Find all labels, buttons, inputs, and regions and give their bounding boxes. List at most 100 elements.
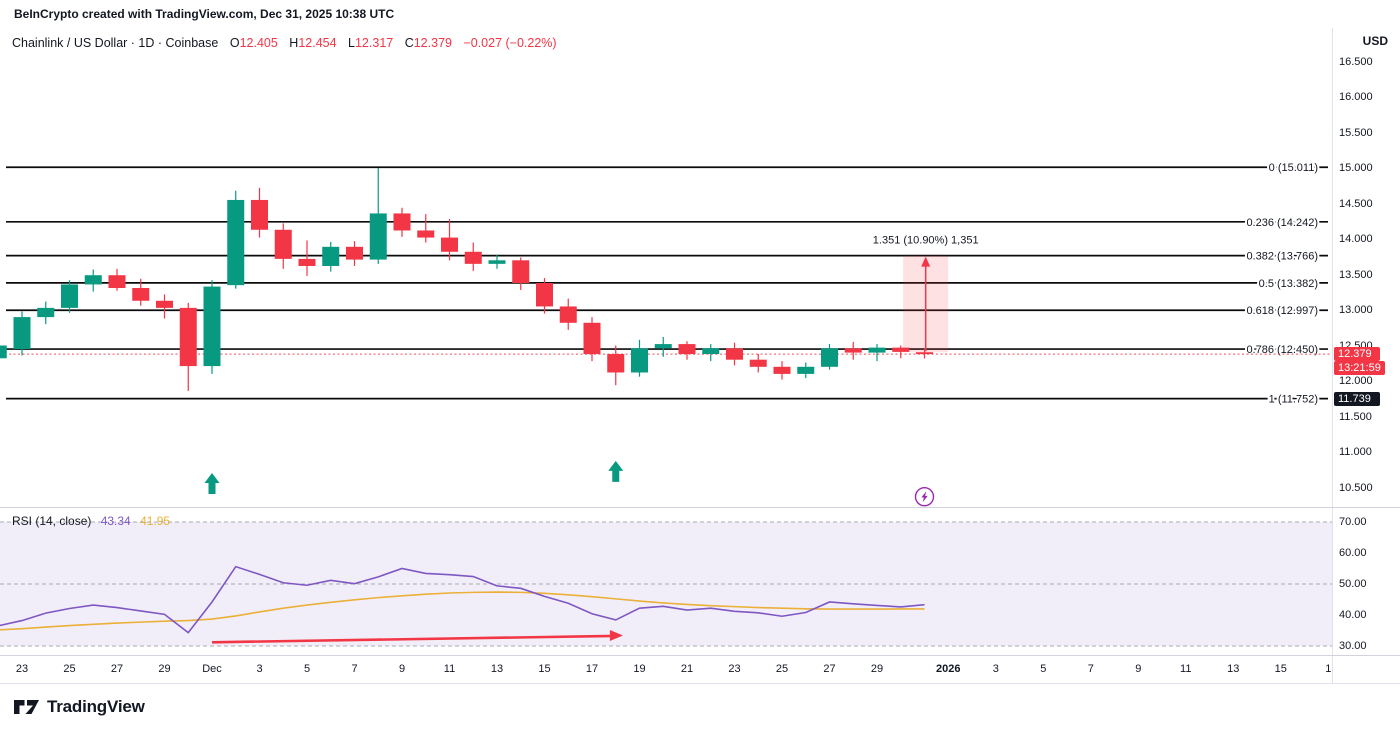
candle[interactable] [512,260,530,284]
time-axis-label: 23 [728,663,741,675]
time-axis-label: 5 [303,663,311,675]
candle[interactable] [678,344,696,355]
rsi-trend-arrow-shaft[interactable] [211,634,614,644]
candle[interactable] [726,348,743,360]
rsi-title[interactable]: RSI (14, close) [12,514,92,528]
candle[interactable] [0,345,7,359]
time-axis[interactable]: 23 25 27 29 Dec 3 5 7 9 11 13 15 17 19 21 23 25 27 29 2026 3… [0,656,1400,684]
price-tick-label: 14.500 [1339,197,1373,210]
candle[interactable] [607,354,625,373]
time-axis-label: 29 [158,663,171,675]
candle[interactable] [583,322,601,355]
candle[interactable] [916,352,933,355]
open-value: 12.405 [239,36,278,50]
rsi-chart-canvas[interactable] [0,508,1332,656]
candle[interactable] [108,275,126,288]
time-axis-label: 21 [680,663,694,675]
fib-label: 1 (11.752) [1269,394,1318,406]
candle[interactable] [702,348,720,355]
time-axis-label: 2026 [936,663,961,675]
candle[interactable] [13,317,31,350]
close-label: C [404,36,414,50]
time-axis-label: 5 [1040,663,1047,675]
time-axis-label: 7 [1087,663,1094,675]
candle[interactable] [773,366,791,374]
axis-separator [1332,28,1333,684]
high-value: 12.454 [298,36,337,50]
tradingview-logo-icon [14,700,39,714]
candle[interactable] [227,199,245,286]
price-tick-label: 12.000 [1339,375,1373,387]
time-axis-label: 1 [1325,663,1332,675]
candle[interactable] [84,275,102,285]
candle[interactable] [559,306,577,323]
candle[interactable] [441,237,458,252]
time-axis-label: 29 [870,663,884,675]
time-axis-label: 3 [992,663,999,675]
time-axis-label: 27 [823,663,836,675]
rsi-tick-label: 70.00 [1339,516,1367,528]
candlestick-chart-canvas[interactable]: 0 (15.011) 0.236 (14.242) 0.382 (13.766) 0.… [0,28,1332,508]
candle[interactable] [536,283,553,307]
change-value: −0.027 (−0.22%) [463,36,557,50]
price-tick-label: 16.000 [1339,91,1373,103]
candle[interactable] [37,307,55,318]
rsi-pane[interactable]: RSI (14, close) 43.34 41.95 70.00 60.00 50… [0,508,1400,656]
close-value: 12.379 [413,36,452,50]
candle[interactable] [488,260,506,264]
candle[interactable] [393,213,411,231]
price-pane[interactable]: 0 (15.011) 0.236 (14.242) 0.382 (13.766) 0.… [0,28,1400,508]
candle[interactable] [156,300,173,308]
candle[interactable] [369,213,387,260]
symbol-title[interactable]: Chainlink / US Dollar · 1D · Coinbase [12,36,219,50]
price-tick-label: 13.000 [1339,304,1373,316]
candle[interactable] [797,366,815,374]
price-tick-label: 16.500 [1339,55,1373,68]
candle[interactable] [417,230,435,238]
candle[interactable] [298,258,316,266]
candle[interactable] [868,347,886,353]
time-axis-label: 7 [351,663,358,675]
time-axis-label: 27 [110,663,124,675]
candle[interactable] [892,347,910,352]
candle[interactable] [203,286,221,367]
candle[interactable] [631,348,648,373]
price-tick-label: 11.000 [1339,446,1372,458]
time-axis-label: 15 [538,663,551,675]
countdown-badge: 13:21:59 [1334,361,1385,376]
candle[interactable] [844,348,862,353]
rsi-tick-label: 50.00 [1339,578,1367,590]
candle[interactable] [179,307,197,367]
attribution-note: BeInCrypto created with TradingView.com,… [14,7,395,21]
up-arrow-icon[interactable] [204,472,220,494]
up-arrow-icon[interactable] [608,460,624,482]
rsi-tick-label: 30.00 [1339,640,1367,652]
high-label: H [289,36,299,50]
price-axis[interactable]: USD 12.379 13:21:59 11.739 16.500 16.000 1… [1332,28,1400,507]
time-axis-label: 13 [1227,663,1240,675]
currency-label: USD [1362,34,1388,48]
candle[interactable] [322,246,340,266]
time-axis-label: 13 [490,663,504,675]
candle[interactable] [274,229,292,259]
candle[interactable] [346,246,363,260]
rsi-value: 43.34 [100,514,131,528]
rsi-axis[interactable]: 70.00 60.00 50.00 40.00 30.00 [1332,508,1400,655]
candle[interactable] [464,251,482,264]
candle[interactable] [749,359,767,367]
price-tick-label: 15.500 [1339,126,1373,139]
candle[interactable] [61,284,78,308]
projection-arrow-head [921,256,931,267]
price-tick-label: 13.500 [1339,268,1373,281]
candle[interactable] [251,199,268,230]
time-axis-label: 11 [443,663,456,675]
candle[interactable] [132,287,150,301]
candle[interactable] [821,348,838,367]
price-tick-label: 15.000 [1339,162,1373,174]
candle[interactable] [654,344,672,349]
lightning-icon [921,491,928,503]
fib-label: 0.618 (12.997) [1246,305,1318,317]
fib-label: 0.382 (13.766) [1246,251,1318,263]
tradingview-footer[interactable]: TradingView [14,697,145,717]
time-axis-label: 11 [1180,663,1192,675]
